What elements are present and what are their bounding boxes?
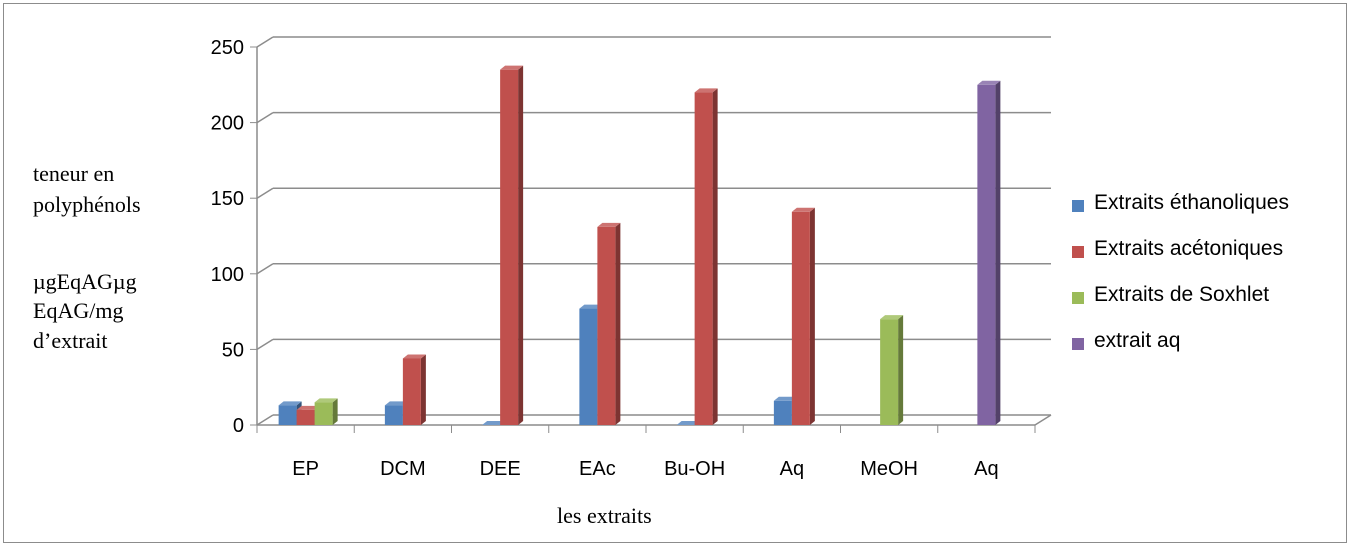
chart-plot: 0 50 100 150 200 250 EP DCM DEE EAc Bu-OH Aq MeOH Aq xyxy=(211,36,1052,480)
bar-side xyxy=(332,398,338,425)
bar-top xyxy=(597,222,621,227)
bar xyxy=(791,211,810,425)
chart-frame: 0 50 100 150 200 250 EP DCM DEE EAc Bu-OH Aq MeOH Aq … xyxy=(3,3,1347,543)
x-tick-label: EAc xyxy=(579,458,616,480)
x-tick-label: DEE xyxy=(480,458,521,480)
x-tick-label: Bu-OH xyxy=(664,458,725,480)
bar-top xyxy=(278,401,302,406)
gridline-depth xyxy=(256,187,274,199)
y-tick-label: 250 xyxy=(211,37,244,59)
bar-top xyxy=(402,354,426,359)
gridline-depth xyxy=(256,414,274,426)
bar-side xyxy=(518,65,524,426)
x-tick-label: Aq xyxy=(780,458,804,480)
bar xyxy=(500,69,519,426)
legend-swatch xyxy=(1072,200,1084,212)
gridline-depth xyxy=(256,36,274,48)
bar-top xyxy=(384,401,408,406)
bar-top xyxy=(791,207,815,212)
legend-label: Extraits éthanoliques xyxy=(1094,191,1289,214)
bar-top xyxy=(977,80,1001,85)
x-tick-label: DCM xyxy=(380,458,426,480)
bar-top xyxy=(880,315,904,320)
bar-top xyxy=(773,396,797,401)
y-axis-label-line: d’extrait xyxy=(33,328,108,353)
bar xyxy=(880,319,899,425)
bar xyxy=(977,84,996,426)
bar xyxy=(773,400,792,425)
gridline-depth xyxy=(256,338,274,351)
bar-top xyxy=(579,304,603,309)
bar xyxy=(579,308,598,425)
x-tick-label: EP xyxy=(292,458,319,480)
x-tick-label: MeOH xyxy=(860,458,918,480)
bar-top xyxy=(500,65,524,70)
y-tick-label: 50 xyxy=(222,339,244,361)
y-axis-label-line: teneur en xyxy=(33,161,115,186)
y-tick-label: 200 xyxy=(211,113,244,135)
legend-label: Extraits acétoniques xyxy=(1094,237,1284,260)
bar xyxy=(314,402,333,425)
y-axis-label-line: µgEqAGµg xyxy=(33,269,137,294)
bar-side xyxy=(809,207,815,425)
legend-swatch xyxy=(1072,292,1084,304)
y-axis-label-line: polyphénols xyxy=(33,192,141,217)
bar-side xyxy=(712,88,718,426)
legend-swatch xyxy=(1072,246,1084,258)
gridline-depth xyxy=(256,263,274,275)
y-tick-label: 150 xyxy=(211,188,244,210)
legend-label: extrait aq xyxy=(1094,329,1181,352)
bar-side xyxy=(420,354,426,425)
y-tick-label: 100 xyxy=(211,264,244,286)
bar-top xyxy=(314,398,338,403)
bar xyxy=(278,405,297,425)
bar xyxy=(402,358,421,425)
x-axis-label: les extraits xyxy=(557,503,652,528)
bar-top xyxy=(482,421,506,425)
gridline-depth xyxy=(256,111,274,124)
y-axis-label-line: EqAG/mg xyxy=(33,298,124,323)
bar-top xyxy=(676,421,700,425)
legend-label: Extraits de Soxhlet xyxy=(1094,283,1270,306)
y-tick-label: 0 xyxy=(233,415,244,437)
floor-edge xyxy=(1034,414,1052,426)
bar-side xyxy=(995,80,1001,426)
bar-side xyxy=(898,315,904,425)
bar xyxy=(597,226,616,425)
legend-swatch xyxy=(1072,338,1084,350)
bar xyxy=(296,409,315,425)
bar-top xyxy=(694,88,718,93)
bar-top xyxy=(296,405,320,410)
x-tick-label: Aq xyxy=(974,458,998,480)
bar-side xyxy=(615,222,621,425)
bar xyxy=(694,92,713,426)
bar xyxy=(384,405,403,425)
